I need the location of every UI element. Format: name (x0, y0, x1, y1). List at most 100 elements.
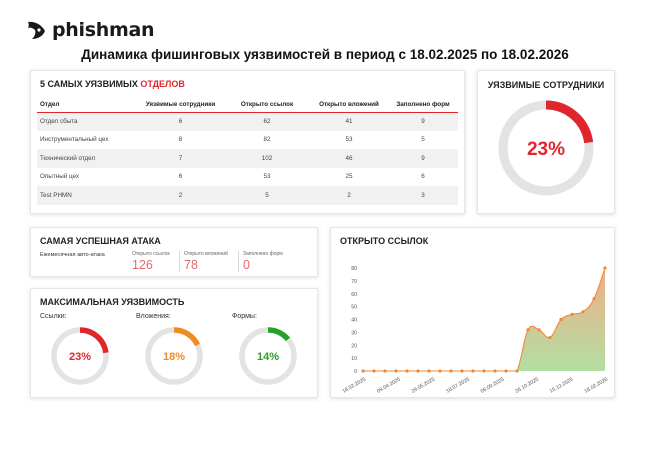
data-point (361, 369, 365, 373)
mini-gauge-fill (267, 327, 291, 342)
table-cell: 9 (421, 118, 425, 125)
table-cell: 6 (421, 173, 425, 181)
data-point (449, 369, 453, 373)
vulnerable-employees-card: УЯЗВИМЫЕ СОТРУДНИКИ 23% (477, 70, 615, 214)
table-cell: 82 (263, 136, 271, 144)
y-tick-label: 10 (351, 356, 357, 362)
data-point (493, 369, 497, 373)
y-tick-label: 80 (351, 266, 357, 272)
table-cell: 41 (345, 118, 353, 125)
data-point (383, 369, 387, 373)
opened-links-card: ОТКРЫТО ССЫЛОК 0 10 20 30 40 50 60 70 80 18.02.20… (330, 227, 615, 398)
data-point (416, 369, 420, 373)
y-tick-label: 40 (351, 318, 357, 324)
table-cell: 102 (261, 154, 273, 162)
mini-gauge-fill (173, 327, 201, 347)
data-point (482, 369, 486, 373)
table-row: Отдел сбыта 6 62 41 9 (37, 112, 458, 131)
table-cell: 53 (263, 173, 271, 181)
table-cell: 25 (345, 173, 353, 181)
table-cell: 3 (421, 191, 425, 199)
table-row: Инструментальный цех 8 82 53 5 (37, 131, 458, 150)
table-cell: 5 (421, 136, 425, 144)
x-tick-label: 15.12.2025 (549, 376, 575, 394)
vulnerable-employees-gauge: 23% (498, 100, 594, 196)
top-departments-card: 5 САМЫХ УЯЗВИМЫХ ОТДЕЛОВ Отдел Уязвимые с… (30, 70, 465, 214)
area-fill (363, 268, 605, 371)
y-tick-label: 70 (351, 279, 357, 285)
stat-divider (179, 251, 180, 272)
stat-opened-links: Открыто ссылок 126 (132, 251, 170, 272)
table-cell: 53 (345, 136, 353, 144)
gauge-label-forms: Формы: (232, 313, 257, 320)
x-tick-label: 18.02.2025 (342, 376, 368, 394)
table-cell: 46 (345, 154, 353, 162)
stat-divider (238, 251, 239, 272)
data-point (405, 369, 409, 373)
opened-links-title: ОТКРЫТО ССЫЛОК (340, 236, 429, 246)
vulnerable-employees-title: УЯЗВИМЫЕ СОТРУДНИКИ (487, 80, 605, 90)
employees-gauge-fill (545, 100, 594, 144)
brand-logo: phishman (26, 19, 155, 41)
table-cell: 9 (421, 154, 425, 162)
y-tick-label: 30 (351, 330, 357, 336)
column-header: Уязвимые сотрудники (145, 100, 216, 108)
x-tick-label: 29.05.2025 (411, 376, 437, 394)
successful-attack-title: САМАЯ УСПЕШНАЯ АТАКА (40, 236, 161, 246)
data-point (548, 335, 552, 340)
table-cell: 6 (178, 118, 183, 125)
data-point (592, 297, 596, 301)
x-tick-label: 09.04.2025 (376, 376, 402, 394)
column-header: Отдел (40, 100, 60, 108)
table-cell: Технический отдел (40, 154, 96, 162)
table-cell: 2 (347, 191, 351, 199)
phishman-fish-icon (28, 21, 45, 39)
table-cell: 7 (178, 154, 183, 162)
table-header-row: Отдел Уязвимые сотрудники Открыто ссылок От… (37, 97, 458, 112)
mini-gauge-value: 18% (163, 351, 185, 363)
stat-forms-filled: Заполнено форм 0 (243, 251, 283, 272)
data-point (372, 369, 376, 373)
data-point (559, 317, 563, 322)
data-point (471, 369, 475, 373)
mini-gauge-value: 23% (69, 351, 91, 363)
table-cell: Инструментальный цех (40, 136, 109, 144)
data-point (394, 369, 398, 373)
table-cell: Опытный цех (40, 173, 80, 181)
departments-table: Отдел Уязвимые сотрудники Открыто ссылок От… (37, 97, 458, 205)
data-point (526, 328, 530, 332)
table-row: Опытный цех 6 53 25 6 (37, 168, 458, 187)
brand-name: phishman (52, 19, 155, 41)
y-tick-label: 60 (351, 292, 357, 298)
mini-gauge-fill (79, 327, 109, 354)
gauge-label-links: Ссылки: (40, 313, 67, 320)
table-row: Технический отдел 7 102 46 9 (37, 149, 458, 168)
y-tick-label: 20 (351, 343, 357, 349)
forms-gauge: 14% (239, 327, 297, 385)
x-tick-label: 26.10.2025 (514, 376, 540, 394)
x-tick-label: 06.09.2025 (480, 376, 506, 394)
table-cell: Test PHMN (40, 191, 72, 199)
y-tick-label: 0 (354, 369, 357, 375)
top-departments-title: 5 САМЫХ УЯЗВИМЫХ ОТДЕЛОВ (40, 79, 185, 89)
links-gauge: 23% (51, 327, 109, 385)
max-vulnerability-card: МАКСИМАЛЬНАЯ УЯЗВИМОСТЬ Ссылки: Вложения… (30, 288, 318, 398)
x-tick-label: 18.02.2026 (584, 376, 610, 394)
table-cell: 62 (263, 118, 271, 125)
mini-gauge-value: 14% (257, 351, 279, 363)
y-tick-label: 50 (351, 305, 357, 311)
table-cell: Отдел сбыта (40, 118, 78, 125)
data-point (460, 369, 464, 373)
attack-name: Ежемесячная авто-атака (40, 252, 105, 258)
gauge-label-attachments: Вложения: (136, 313, 171, 320)
data-point (504, 369, 508, 373)
employees-gauge-value: 23% (527, 139, 565, 160)
column-header: Заполнено форм (396, 100, 450, 108)
successful-attack-card: САМАЯ УСПЕШНАЯ АТАКА Ежемесячная авто-ат… (30, 227, 318, 277)
table-row: Test PHMN 2 5 2 3 (37, 186, 458, 205)
table-cell: 5 (265, 191, 269, 199)
opened-links-chart: 0 10 20 30 40 50 60 70 80 18.02.2025 09.04.2025 29.… (342, 266, 610, 395)
x-tick-label: 18.07.2025 (445, 376, 471, 394)
data-point (438, 369, 442, 373)
stat-opened-attachments: Открыто вложений 78 (184, 251, 228, 272)
